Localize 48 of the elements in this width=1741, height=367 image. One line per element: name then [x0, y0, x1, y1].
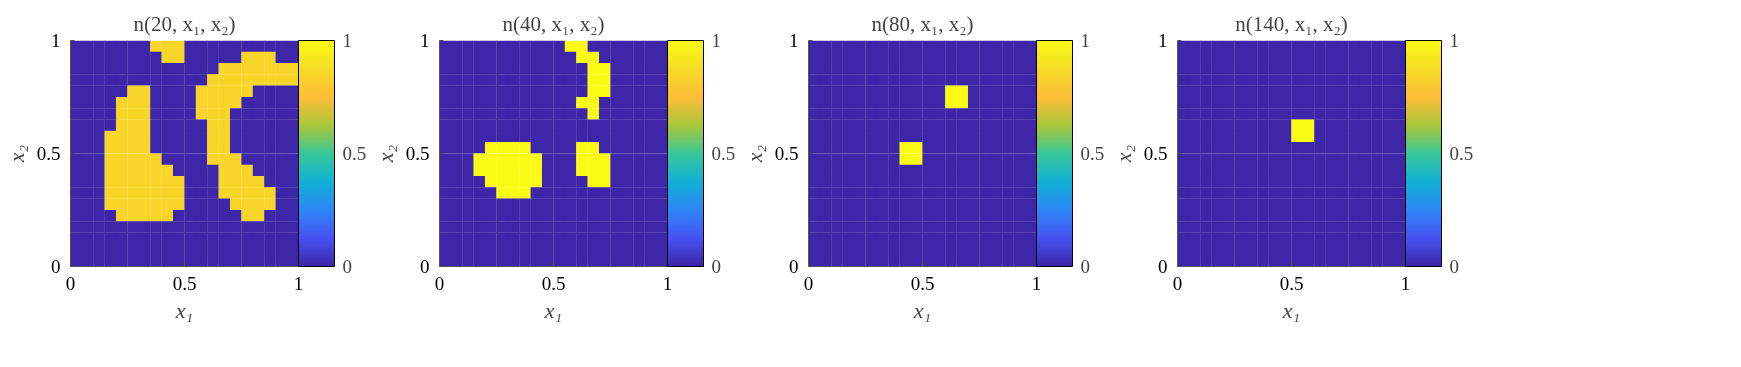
- color-bar-label: 1: [342, 30, 352, 51]
- color-bar-label: 0: [1449, 256, 1459, 277]
- color-bar-label: 1: [1080, 30, 1090, 51]
- x-tick-label: 1: [662, 272, 673, 294]
- x-axis-title: x₁: [1281, 297, 1301, 323]
- y-axis-title: x₂: [1110, 144, 1136, 164]
- y-tick-label: 0.5: [1143, 143, 1168, 164]
- y-tick-label: 0.5: [405, 143, 430, 164]
- x-tick-label: 0.5: [910, 272, 935, 294]
- color-bar-label: 1: [711, 30, 721, 51]
- y-axis-title: x₂: [372, 144, 398, 164]
- color-bar-label: 0: [1080, 256, 1090, 277]
- color-bar-label: 0: [342, 256, 352, 277]
- x-tick-label: 0.5: [1279, 272, 1304, 294]
- color-bar-label: 0: [711, 256, 721, 277]
- x-axis-title: x₁: [543, 297, 563, 323]
- x-tick-label: 0.5: [541, 272, 566, 294]
- y-tick-label: 0.5: [36, 143, 61, 164]
- y-tick-label: 0: [1158, 256, 1168, 277]
- chart-title: n(20, x₁, x₂): [133, 11, 236, 36]
- color-bar-label: 0.5: [711, 143, 736, 164]
- y-tick-label: 0: [420, 256, 430, 277]
- color-bar-label: 1: [1449, 30, 1459, 51]
- y-tick-label: 0: [51, 256, 61, 277]
- x-tick-label: 1: [1400, 272, 1411, 294]
- y-axis-title: x₂: [3, 144, 29, 164]
- chart-title: n(80, x₁, x₂): [871, 11, 974, 36]
- y-tick-label: 1: [420, 30, 430, 51]
- x-axis-title: x₁: [912, 297, 932, 323]
- y-tick-label: 0: [789, 256, 799, 277]
- color-bar-label: 0.5: [1080, 143, 1105, 164]
- x-tick-label: 1: [293, 272, 304, 294]
- y-tick-label: 1: [789, 30, 799, 51]
- x-tick-label: 0: [65, 272, 76, 294]
- color-bar-label: 0.5: [1449, 143, 1474, 164]
- x-tick-label: 0: [434, 272, 445, 294]
- y-tick-label: 1: [51, 30, 61, 51]
- y-tick-label: 1: [1158, 30, 1168, 51]
- x-tick-label: 1: [1031, 272, 1042, 294]
- color-bar-label: 0.5: [342, 143, 367, 164]
- x-tick-label: 0: [1172, 272, 1183, 294]
- x-axis-title: x₁: [174, 297, 194, 323]
- y-tick-label: 0.5: [774, 143, 799, 164]
- x-tick-label: 0.5: [172, 272, 197, 294]
- chart-title: n(40, x₁, x₂): [502, 11, 605, 36]
- y-axis-title: x₂: [741, 144, 767, 164]
- x-tick-label: 0: [803, 272, 814, 294]
- chart-title: n(140, x₁, x₂): [1235, 11, 1348, 36]
